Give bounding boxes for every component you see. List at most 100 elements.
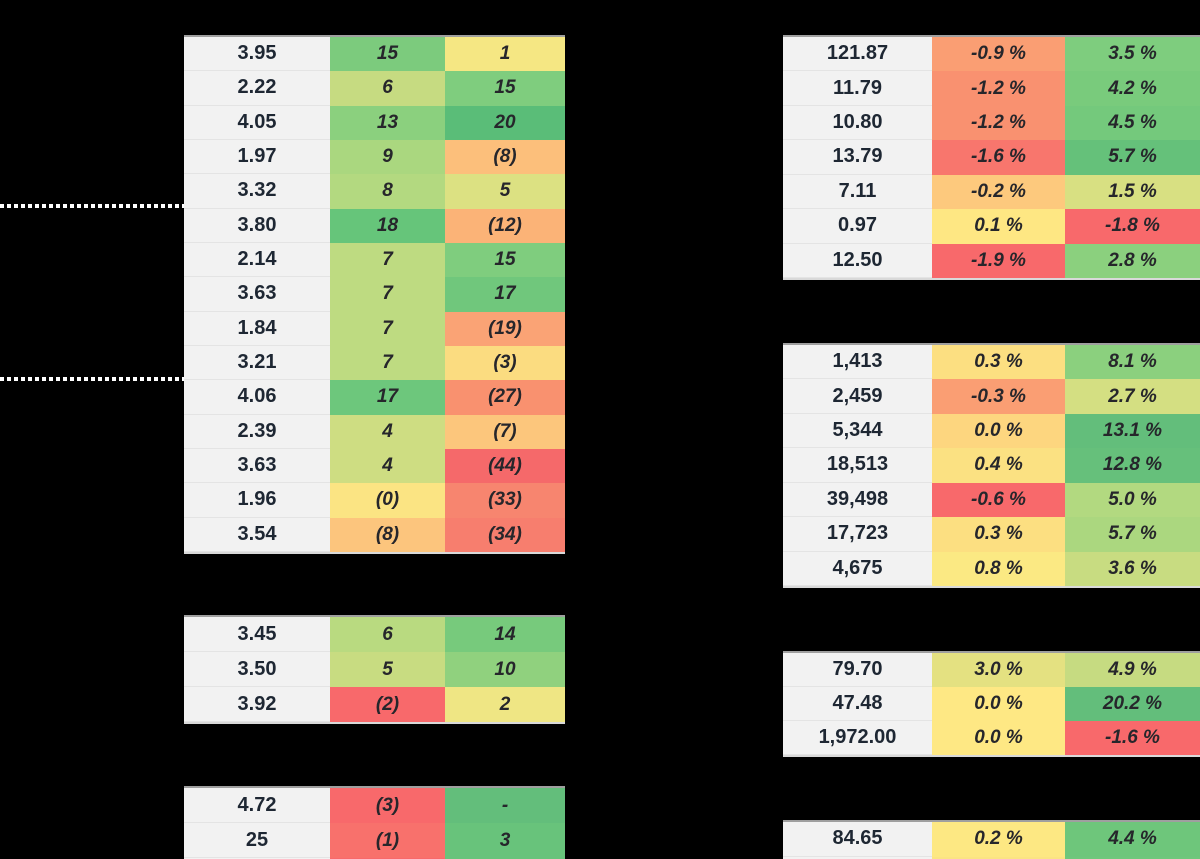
heat-cell[interactable]: 4.9 % xyxy=(1065,653,1200,687)
heat-cell[interactable]: (2) xyxy=(330,687,445,722)
value-cell[interactable]: 10.80 xyxy=(783,105,932,141)
heat-cell[interactable]: 0.0 % xyxy=(932,721,1065,755)
heat-cell[interactable]: 0.2 % xyxy=(932,822,1065,857)
heat-cell[interactable]: 0.4 % xyxy=(932,448,1065,483)
value-cell[interactable]: 11.79 xyxy=(783,71,932,106)
heat-cell[interactable]: -1.8 % xyxy=(1065,209,1200,244)
value-cell[interactable]: 7.11 xyxy=(783,174,932,210)
value-cell[interactable]: 4,675 xyxy=(783,551,932,586)
value-cell[interactable]: 2.22 xyxy=(184,71,330,106)
heat-cell[interactable]: -1.2 % xyxy=(932,105,1065,141)
heat-cell[interactable]: 15 xyxy=(330,37,445,72)
heat-cell[interactable]: 6 xyxy=(330,617,445,652)
value-cell[interactable]: 2.14 xyxy=(184,242,330,278)
heat-cell[interactable]: 3 xyxy=(445,823,565,858)
heat-cell[interactable]: (8) xyxy=(330,517,445,552)
heat-cell[interactable]: (0) xyxy=(330,483,445,518)
heat-cell[interactable]: (3) xyxy=(330,788,445,823)
heat-cell[interactable]: -1.6 % xyxy=(932,140,1065,175)
heat-cell[interactable]: 4 xyxy=(330,448,445,484)
heat-cell[interactable]: 7 xyxy=(330,242,445,278)
value-cell[interactable]: 79.70 xyxy=(783,653,932,687)
heat-cell[interactable]: (12) xyxy=(445,208,565,243)
heat-cell[interactable]: 20 xyxy=(445,105,565,140)
value-cell[interactable]: 17,723 xyxy=(783,517,932,552)
heat-cell[interactable]: 0.0 % xyxy=(932,687,1065,721)
heat-cell[interactable]: 3.6 % xyxy=(1065,551,1200,586)
heat-cell[interactable]: 4.5 % xyxy=(1065,105,1200,141)
heat-cell[interactable]: 5.7 % xyxy=(1065,517,1200,552)
value-cell[interactable]: 1.97 xyxy=(184,139,330,175)
heat-cell[interactable]: 4.2 % xyxy=(1065,71,1200,106)
heat-cell[interactable]: (1) xyxy=(330,823,445,858)
heat-cell[interactable]: 12.8 % xyxy=(1065,448,1200,483)
heat-cell[interactable]: 5 xyxy=(330,652,445,687)
heat-cell[interactable]: -0.9 % xyxy=(932,37,1065,72)
heat-cell[interactable]: 7 xyxy=(330,311,445,346)
heat-cell[interactable]: (44) xyxy=(445,448,565,484)
heat-cell[interactable]: 5.7 % xyxy=(1065,140,1200,175)
heat-cell[interactable]: -0.3 % xyxy=(932,379,1065,414)
heat-cell[interactable]: 10 xyxy=(445,652,565,687)
value-cell[interactable]: 47.48 xyxy=(783,687,932,721)
value-cell[interactable]: 4.72 xyxy=(184,788,330,823)
heat-cell[interactable] xyxy=(1065,856,1200,859)
heat-cell[interactable]: - xyxy=(445,788,565,823)
heat-cell[interactable]: 15 xyxy=(445,71,565,106)
heat-cell[interactable]: (34) xyxy=(445,517,565,552)
heat-cell[interactable]: (19) xyxy=(445,311,565,346)
heat-cell[interactable]: 8 xyxy=(330,174,445,209)
heat-cell[interactable]: -0.2 % xyxy=(932,174,1065,210)
heat-cell[interactable]: 13 xyxy=(330,105,445,140)
heat-cell[interactable]: (33) xyxy=(445,483,565,518)
value-cell[interactable]: 4.05 xyxy=(184,105,330,140)
value-cell[interactable]: 1.84 xyxy=(184,311,330,346)
value-cell[interactable]: 3.80 xyxy=(184,208,330,243)
value-cell[interactable]: 3.45 xyxy=(184,617,330,652)
heat-cell[interactable]: 1 xyxy=(445,37,565,72)
heat-cell[interactable]: (8) xyxy=(445,139,565,175)
heat-cell[interactable]: 0.0 % xyxy=(932,413,1065,449)
heat-cell[interactable]: 2.8 % xyxy=(1065,243,1200,278)
heat-cell[interactable]: 6 xyxy=(330,71,445,106)
heat-cell[interactable]: 4 xyxy=(330,414,445,449)
value-cell[interactable]: 121.87 xyxy=(783,37,932,72)
value-cell[interactable]: 3.95 xyxy=(184,37,330,72)
heat-cell[interactable]: 13.1 % xyxy=(1065,413,1200,449)
value-cell[interactable]: 18,513 xyxy=(783,448,932,483)
heat-cell[interactable]: 0.8 % xyxy=(932,551,1065,586)
heat-cell[interactable]: -1.9 % xyxy=(932,243,1065,278)
heat-cell[interactable]: 17 xyxy=(445,277,565,312)
value-cell[interactable]: 4.06 xyxy=(184,380,330,415)
value-cell[interactable]: 1,972.00 xyxy=(783,721,932,755)
heat-cell[interactable]: (7) xyxy=(445,414,565,449)
value-cell[interactable]: 13.79 xyxy=(783,140,932,175)
heat-cell[interactable]: 4.4 % xyxy=(1065,822,1200,857)
value-cell[interactable]: 84.65 xyxy=(783,822,932,857)
heat-cell[interactable]: 18 xyxy=(330,208,445,243)
value-cell[interactable]: 3.63 xyxy=(184,277,330,312)
value-cell[interactable] xyxy=(783,856,932,859)
heat-cell[interactable]: -0.6 % xyxy=(932,482,1065,518)
value-cell[interactable]: 0.97 xyxy=(783,209,932,244)
heat-cell[interactable]: 5.0 % xyxy=(1065,482,1200,518)
heat-cell[interactable]: 3.0 % xyxy=(932,653,1065,687)
heat-cell[interactable]: 0.3 % xyxy=(932,517,1065,552)
value-cell[interactable]: 3.92 xyxy=(184,687,330,722)
value-cell[interactable]: 12.50 xyxy=(783,243,932,278)
heat-cell[interactable]: 5 xyxy=(445,174,565,209)
heat-cell[interactable]: 9 xyxy=(330,139,445,175)
value-cell[interactable]: 1,413 xyxy=(783,345,932,380)
value-cell[interactable]: 25 xyxy=(184,823,330,858)
value-cell[interactable]: 3.21 xyxy=(184,345,330,381)
value-cell[interactable]: 5,344 xyxy=(783,413,932,449)
value-cell[interactable]: 39,498 xyxy=(783,482,932,518)
heat-cell[interactable]: -1.2 % xyxy=(932,71,1065,106)
heat-cell[interactable]: 15 xyxy=(445,242,565,278)
value-cell[interactable]: 2,459 xyxy=(783,379,932,414)
heat-cell[interactable]: 14 xyxy=(445,617,565,652)
heat-cell[interactable]: -1.6 % xyxy=(1065,721,1200,755)
heat-cell[interactable]: 17 xyxy=(330,380,445,415)
heat-cell[interactable]: 7 xyxy=(330,277,445,312)
heat-cell[interactable]: 0.3 % xyxy=(932,345,1065,380)
